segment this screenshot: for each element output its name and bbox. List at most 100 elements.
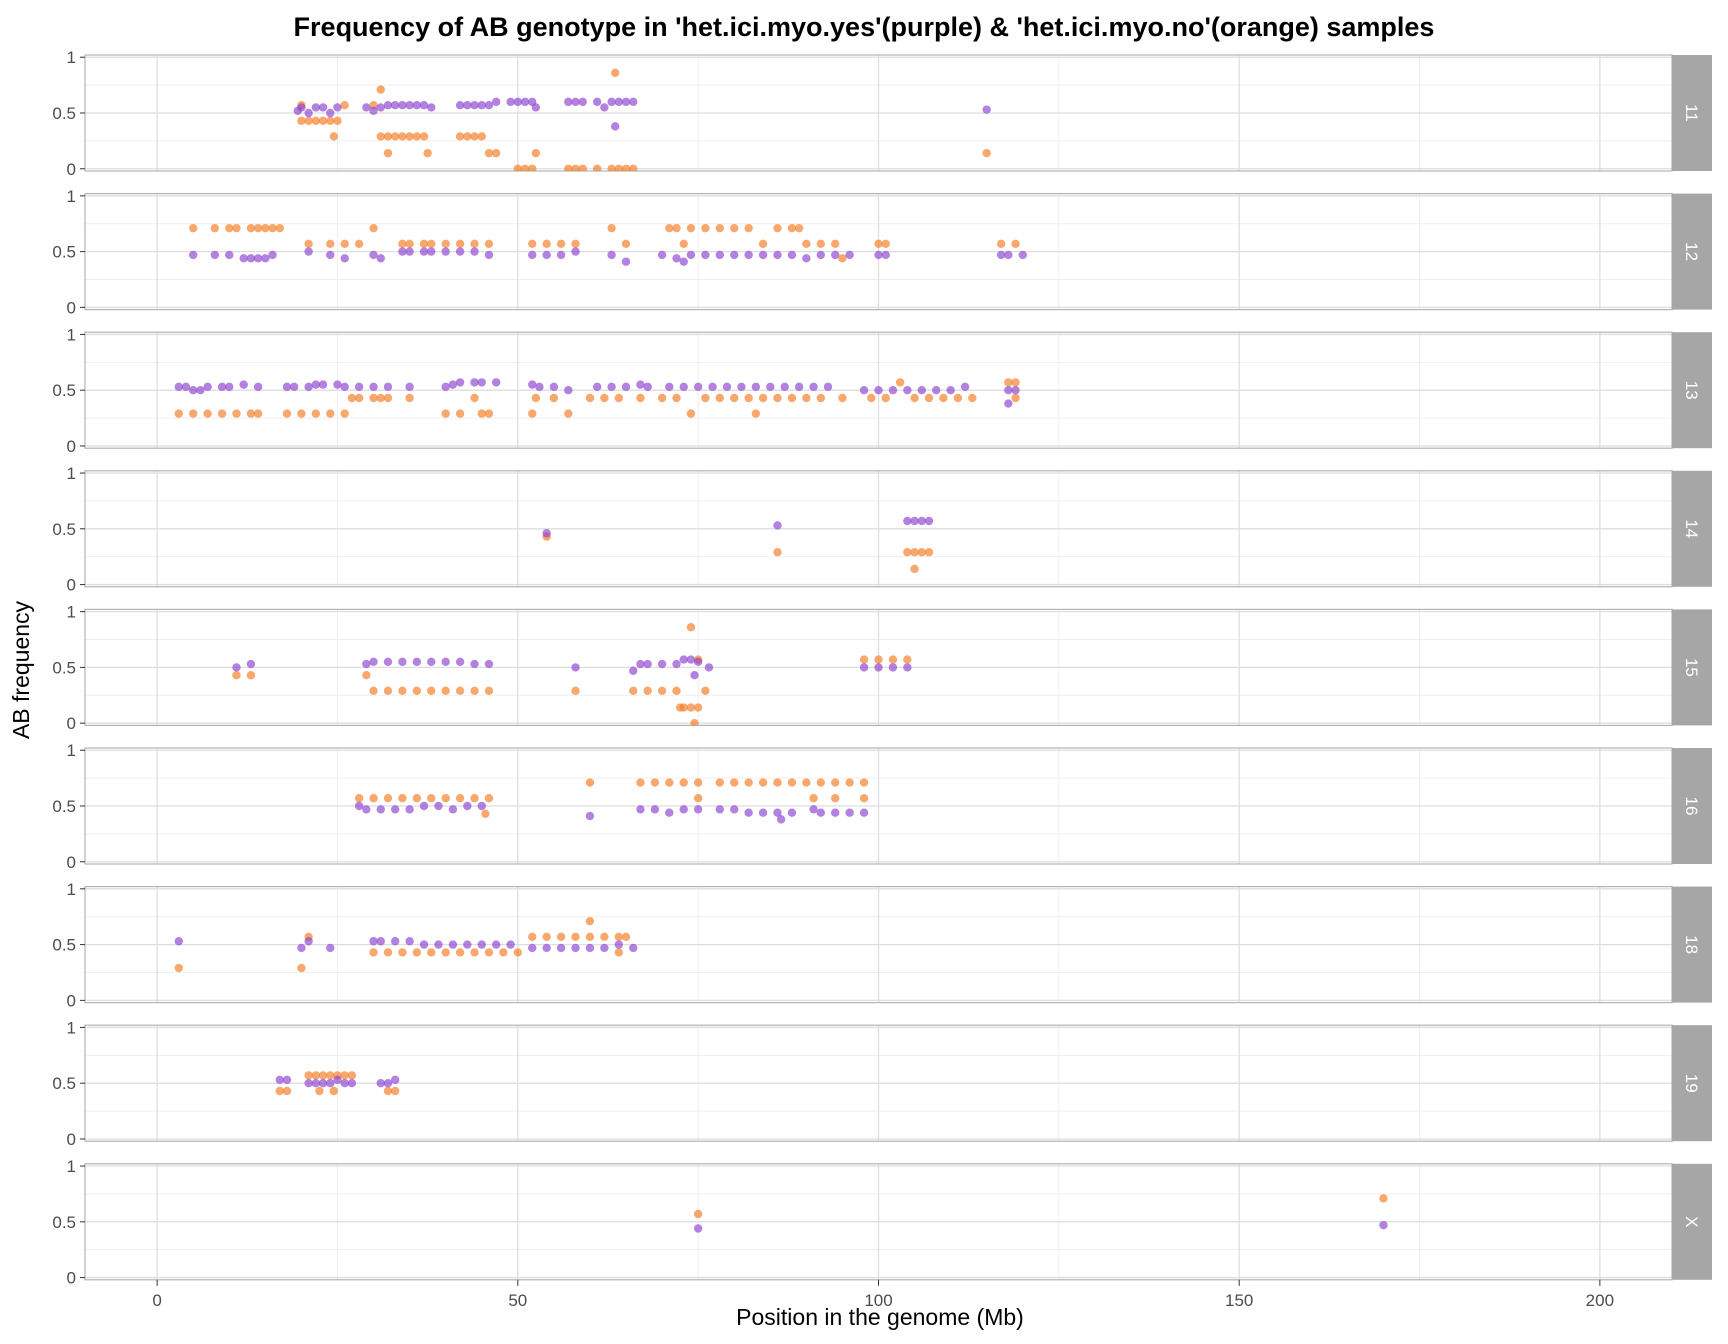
point-purple [607,382,616,392]
point-orange [405,132,414,141]
point-purple [412,657,422,667]
point-purple [427,247,436,256]
point-purple [470,247,479,256]
point-purple [174,937,183,946]
facet-strip [1672,193,1712,310]
point-purple [665,382,674,392]
point-orange [210,223,220,233]
point-orange [802,393,811,403]
point-purple [571,663,580,672]
point-purple [773,521,782,530]
point-purple [636,805,645,814]
y-tick-label: 0.5 [52,797,76,816]
y-tick-label: 1 [67,48,76,67]
y-tick-label: 1 [67,464,76,483]
point-orange [614,948,624,957]
point-purple [376,254,385,263]
point-purple [477,801,486,811]
points-layer [174,378,1020,418]
point-purple [1004,399,1013,408]
point-orange [528,409,537,418]
point-purple [369,106,378,115]
point-purple [585,811,595,821]
point-orange [297,409,306,418]
point-orange [895,378,905,387]
point-orange [318,1071,328,1080]
point-purple [189,386,198,395]
y-tick-label: 1 [67,1157,76,1176]
point-orange [347,1071,357,1080]
point-purple [246,659,256,669]
y-tick-label: 0 [67,1269,76,1288]
point-orange [455,948,465,957]
point-purple [542,943,551,953]
point-purple [297,103,306,112]
point-orange [1379,1194,1388,1203]
point-purple [463,100,472,110]
point-orange [665,223,674,233]
point-orange [531,393,541,403]
point-orange [311,116,321,126]
point-purple [383,100,393,110]
facet-strip-label: 16 [1682,797,1701,816]
point-purple [657,250,667,260]
point-purple [326,1079,335,1088]
y-tick-label: 1 [67,1018,76,1037]
point-orange [888,655,898,664]
point-purple [794,382,804,392]
point-purple [556,250,566,260]
point-orange [484,148,494,158]
point-purple [376,103,385,112]
point-purple [809,382,818,392]
point-orange [787,393,797,403]
point-purple [311,103,321,112]
point-orange [477,409,486,418]
point-purple [311,1079,321,1088]
point-orange [362,671,371,680]
point-purple [484,250,494,260]
point-purple [823,382,833,392]
point-orange [686,623,696,632]
point-orange [1011,378,1020,387]
point-purple [1011,386,1020,395]
point-purple [701,250,710,260]
facet-strip-label: 19 [1682,1074,1701,1093]
y-tick-label: 0.5 [52,104,76,123]
point-orange [232,409,241,418]
point-orange [297,963,306,973]
point-orange [261,223,270,233]
point-orange [427,793,436,803]
point-purple [304,937,313,946]
facet-strip-label: 11 [1682,104,1701,122]
point-orange [614,393,624,403]
point-orange [571,164,580,171]
point-orange [571,239,580,248]
facet-panel-18: 0 0.5 1 18 [52,880,1712,1010]
point-purple [903,516,912,526]
point-purple [491,940,501,949]
point-orange [174,409,183,418]
point-purple [600,943,609,953]
points-layer [542,516,934,574]
point-orange [657,686,667,696]
point-purple [275,1075,284,1085]
point-orange [672,223,681,233]
point-purple [174,382,183,392]
point-purple [564,386,573,395]
point-orange [690,718,699,726]
point-orange [773,223,782,233]
point-purple [253,254,263,263]
point-orange [874,239,883,248]
point-purple [650,805,660,814]
y-tick-label: 0.5 [52,381,76,400]
facet-strip-label: 18 [1682,935,1701,954]
point-orange [831,239,840,248]
x-tick-label: 50 [508,1291,527,1310]
point-purple [376,805,385,814]
point-orange [423,148,432,158]
point-purple [611,122,620,131]
point-orange [672,393,681,403]
point-purple [304,108,313,118]
point-purple [946,386,955,395]
y-tick-label: 0.5 [52,520,76,539]
